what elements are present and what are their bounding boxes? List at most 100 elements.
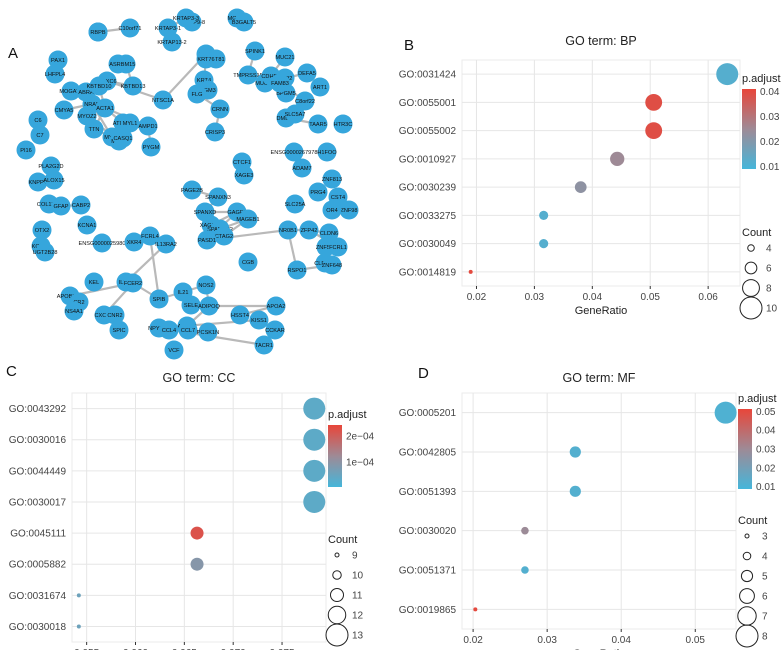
data-point [76,593,81,598]
network-node [182,180,202,200]
network-node [284,142,304,162]
network-node [322,169,342,189]
network-node [339,200,359,220]
network-node-label: CMYA5 [55,108,74,114]
x-tick-label: 0.03 [537,635,557,646]
network-node-label: TTN [89,127,100,133]
network-node-label: H1FOO [317,150,337,156]
network-node [95,98,115,118]
network-node-label: ENSG0000025980 [79,241,126,247]
network-node-label: FCRL4 [141,234,159,240]
network-node-label: GAGE1 [227,210,246,216]
network-node-label: ABRA [78,90,94,96]
size-legend-label: 11 [352,591,363,602]
network-node-label: CABP2 [72,203,90,209]
y-tick-label: GO:0051371 [399,566,457,577]
size-legend-circle [742,551,752,561]
network-node-label: RSPO1 [288,268,307,274]
network-node [308,182,328,202]
network-node [265,320,285,340]
size-legend-circle [747,244,755,252]
network-node [77,215,97,235]
x-tick-label: 0.03 [525,292,545,303]
network-node-label: RBM15 [117,62,136,68]
network-node [16,140,36,160]
size-legend-circle [735,624,759,648]
data-point [714,401,737,424]
network-node-label: KRTAP3-1 [155,26,181,32]
plot-title: GO term: BP [565,34,637,48]
size-legend-label: 10 [766,304,778,315]
size-legend-circle [742,279,760,297]
network-node-label: KBTBD13 [121,84,146,90]
network-node-label: KNPPV [29,180,48,186]
network-node-label: KRT4 [197,78,211,84]
size-legend-circle [737,606,757,626]
network-node-label: SPANXD [194,210,217,216]
network-node [254,335,274,355]
network-node [197,230,217,250]
data-point [574,181,587,193]
y-tick-label: GO:0005201 [399,408,457,419]
size-legend-circle [739,588,755,604]
network-node [333,114,353,134]
go-mf-dotplot: 0.02 0.03 0.04 0.05 GO:0005201 GO:0042805 GO:0… [399,371,777,650]
x-tick-label: 0.02 [467,292,487,303]
x-tick-label: 0.02 [463,635,483,646]
network-node [275,47,295,67]
network-node [178,320,198,340]
network-node-label: PAX1 [51,58,65,64]
network-node-label: SPANXN3 [205,195,231,201]
y-tick-label: GO:0030017 [9,497,67,508]
data-point [473,607,478,612]
size-legend-label: 12 [352,611,364,622]
y-tick-label: GO:0042805 [399,448,457,459]
data-point [76,624,81,629]
network-node-label: CXCR5 [95,313,114,319]
data-point [539,210,549,220]
network-node-label: ART1 [313,85,327,91]
network-node-label: MYOZ2 [77,114,96,120]
go-cc-dotplot: 0.055 0.060 0.065 0.070 0.075 GO:0043292 GO:00… [9,371,375,650]
network-node-label: B3GALT5 [232,20,256,26]
size-legend-circle [325,623,349,647]
y-tick-label: GO:0030020 [399,526,457,537]
network-node-label: ALOX15 [43,178,64,184]
network-node [28,172,48,192]
network-node [35,242,55,262]
network-node-label: NR0B1 [279,228,297,234]
network-node-label: ZFP42 [301,228,318,234]
y-tick-label: GO:0030016 [9,435,67,446]
plot-title: GO term: MF [563,371,636,385]
data-point [645,93,663,111]
color-legend-label: 0.02 [760,137,780,148]
color-legend-label: 0.01 [760,162,780,173]
network-node-label: PRG4 [310,190,325,196]
color-legend-label: 0.03 [756,445,776,456]
y-tick-label: GO:0055002 [399,126,457,137]
network-node-label: C6 [34,118,41,124]
panel-label-d: D [418,365,429,382]
network-node [266,296,286,316]
network-node [285,104,305,124]
network-node-label: CTAG2 [215,234,233,240]
data-point [521,526,529,535]
network-node [120,18,140,38]
data-point [569,446,581,458]
network-node-label: IL13RA2 [155,242,177,248]
network-node [30,125,50,145]
x-tick-label: 0.060 [123,648,148,650]
color-legend-bar [742,89,756,169]
network-node-label: SLC25A [285,202,306,208]
y-tick-label: GO:0055001 [399,98,457,109]
network-node-label: SELE [184,303,199,309]
network-node-label: C8orf22 [295,99,315,105]
size-legend-label: 13 [352,631,364,642]
network-node-label: CRISP3 [205,130,225,136]
network-node-label: KRT81 [207,57,224,63]
color-legend-label: 0.04 [756,426,776,437]
network-node-label: KBTBD10 [87,84,112,90]
network-node [92,233,112,253]
network-node [295,91,315,111]
size-legend-label: 3 [762,532,768,543]
